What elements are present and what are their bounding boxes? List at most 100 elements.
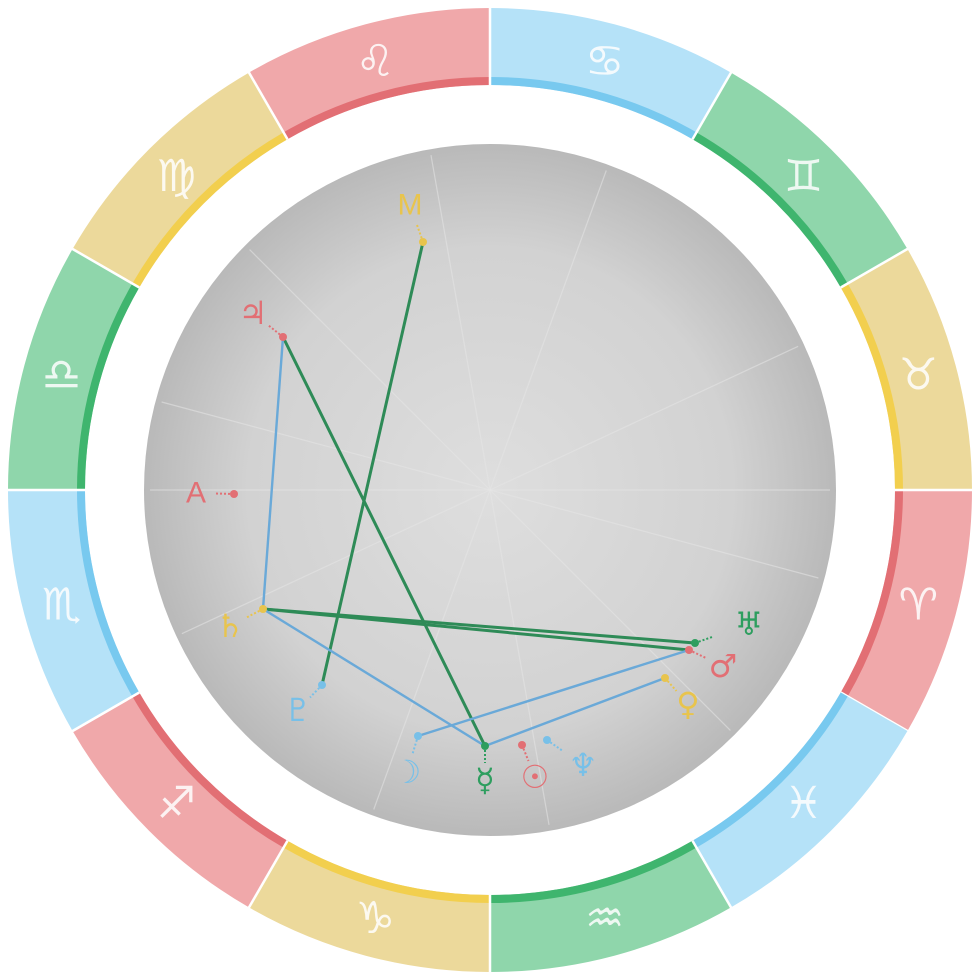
zodiac-ring: ♈ ♉ ♊ ♋ ♌ ♍ ♎ ♏ ♐ ♑ ♒ ♓	[6, 6, 974, 974]
aspect-line-moon-mars	[416, 648, 691, 738]
point-dot	[481, 742, 489, 750]
capricorn-glyph-icon: ♑	[355, 893, 394, 944]
point-sun: ☉	[518, 741, 549, 796]
zodiac-sign-aquarius: ♒	[488, 840, 731, 974]
libra-glyph-icon: ♎	[42, 350, 81, 401]
planet-points: M ♃ A ♄ ♇ ☽ ☿ ☉ ♆ ♀ ♂ ♅	[186, 189, 763, 800]
aspect-line-mc-pluto	[320, 240, 425, 687]
sign-segment	[249, 8, 490, 140]
aspect-line-saturn-mars	[261, 607, 691, 652]
point-tick	[268, 324, 284, 338]
zodiac-sign-gemini: ♊	[692, 72, 910, 289]
jupiter-glyph-icon: ♃	[239, 294, 268, 332]
point-tick	[246, 608, 264, 619]
aries-glyph-icon: ♈	[899, 579, 938, 630]
point-uranus: ♅	[691, 605, 763, 647]
point-mercury: ☿	[475, 742, 495, 799]
point-dot	[661, 674, 669, 682]
zodiac-sign-taurus: ♉	[840, 249, 974, 492]
sign-segment	[72, 72, 288, 288]
scorpio-glyph-icon: ♏	[42, 579, 81, 630]
venus-glyph-icon: ♀	[676, 685, 699, 723]
point-tick	[664, 677, 678, 692]
sign-segment	[8, 490, 140, 731]
sign-divider	[70, 246, 140, 289]
sign-segment	[840, 490, 972, 731]
sign-edge	[490, 77, 697, 140]
zodiac-sign-aries: ♈	[840, 490, 972, 734]
sign-segment	[490, 8, 731, 140]
point-jupiter: ♃	[239, 294, 287, 341]
point-mc: M	[398, 189, 427, 246]
pisces-glyph-icon: ♓	[784, 778, 823, 829]
point-mars: ♂	[685, 646, 737, 685]
point-tick	[688, 649, 706, 659]
point-tick	[546, 739, 563, 752]
aspect-lines	[261, 240, 697, 748]
mercury-glyph-icon: ☿	[475, 761, 495, 799]
sign-edge	[132, 692, 288, 848]
sign-segment	[840, 249, 972, 490]
point-tick	[521, 744, 530, 762]
taurus-glyph-icon: ♉	[899, 350, 938, 401]
aquarius-glyph-icon: ♒	[585, 893, 624, 944]
point-dot	[685, 646, 693, 654]
point-dot	[279, 333, 287, 341]
sign-edge	[77, 283, 140, 490]
point-dot	[230, 490, 238, 498]
sign-divider	[246, 840, 289, 910]
ascendant-glyph-icon: A	[186, 477, 206, 510]
sign-divider	[691, 840, 734, 910]
sign-edge	[840, 283, 903, 490]
gemini-glyph-icon: ♊	[784, 151, 823, 202]
aspect-line-jupiter-saturn	[261, 335, 285, 611]
virgo-glyph-icon: ♍	[157, 151, 196, 202]
sign-edge	[490, 840, 697, 903]
zodiac-sign-sagittarius: ♐	[70, 691, 288, 908]
point-dot	[543, 736, 551, 744]
sagittarius-glyph-icon: ♐	[157, 778, 196, 829]
point-pluto: ♇	[284, 681, 326, 729]
sign-divider	[840, 246, 910, 289]
sign-edge	[132, 132, 288, 288]
zodiac-sign-libra: ♎	[8, 246, 140, 490]
sign-edge	[840, 490, 903, 697]
sign-divider	[246, 70, 289, 140]
point-saturn: ♄	[216, 605, 267, 645]
zodiac-sign-capricorn: ♑	[246, 840, 490, 972]
zodiac-sign-leo: ♌	[249, 6, 492, 140]
sign-edge	[283, 77, 490, 140]
point-dot	[518, 741, 526, 749]
sign-divider	[691, 70, 734, 140]
aspect-line-mercury-venus	[483, 676, 667, 748]
pluto-glyph-icon: ♇	[284, 691, 313, 729]
sign-segment	[249, 840, 490, 972]
sign-divider	[70, 691, 140, 734]
point-dot	[414, 732, 422, 740]
point-dot	[691, 639, 699, 647]
house-lines	[150, 155, 830, 825]
point-tick	[694, 636, 713, 644]
zodiac-sign-pisces: ♓	[691, 692, 908, 910]
moon-glyph-icon: ☽	[393, 753, 422, 791]
sign-segment	[692, 692, 908, 908]
aspect-line-jupiter-mercury	[281, 335, 487, 748]
saturn-glyph-icon: ♄	[216, 607, 245, 645]
point-neptune: ♆	[543, 736, 597, 784]
sign-edge	[283, 840, 490, 903]
sign-edge	[692, 692, 848, 848]
cancer-glyph-icon: ♋	[585, 36, 624, 87]
zodiac-sign-cancer: ♋	[490, 8, 734, 140]
sign-segment	[8, 249, 140, 490]
sun-glyph-icon: ☉	[521, 758, 550, 796]
house-cusp-line	[181, 345, 799, 635]
point-dot	[259, 605, 267, 613]
point-moon: ☽	[393, 732, 422, 791]
point-tick	[411, 735, 419, 754]
sign-edge	[692, 132, 848, 288]
mars-glyph-icon: ♂	[709, 647, 738, 685]
uranus-glyph-icon: ♅	[735, 605, 764, 643]
point-ascendant: A	[186, 477, 238, 510]
